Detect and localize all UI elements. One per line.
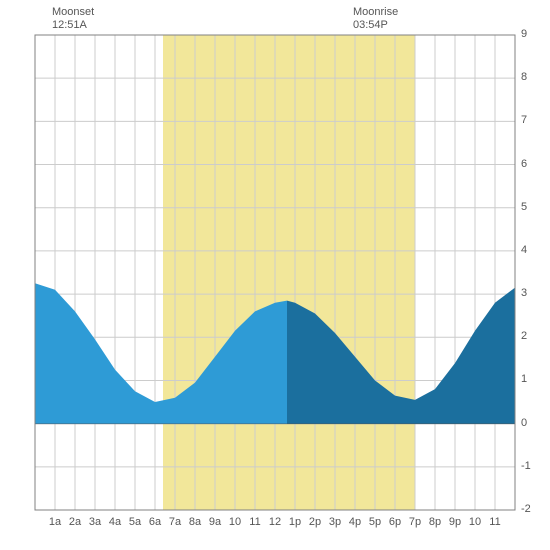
moonset-title: Moonset bbox=[52, 6, 94, 19]
x-tick-label: 3a bbox=[89, 516, 101, 528]
x-tick-label: 2a bbox=[69, 516, 81, 528]
y-tick-label: 1 bbox=[521, 373, 527, 385]
y-tick-label: 5 bbox=[521, 201, 527, 213]
x-tick-label: 1p bbox=[289, 516, 301, 528]
x-tick-label: 12 bbox=[269, 516, 281, 528]
y-tick-label: 4 bbox=[521, 244, 527, 256]
y-tick-label: 2 bbox=[521, 330, 527, 342]
x-tick-label: 4p bbox=[349, 516, 361, 528]
x-tick-label: 10 bbox=[469, 516, 481, 528]
y-tick-label: 8 bbox=[521, 71, 527, 83]
moonrise-annotation: Moonrise 03:54P bbox=[353, 6, 398, 32]
chart-svg bbox=[0, 0, 550, 550]
x-tick-label: 1a bbox=[49, 516, 61, 528]
x-tick-label: 7a bbox=[169, 516, 181, 528]
y-tick-label: 0 bbox=[521, 417, 527, 429]
tide-chart: Moonset 12:51A Moonrise 03:54P -2-101234… bbox=[0, 0, 550, 550]
moonset-annotation: Moonset 12:51A bbox=[52, 6, 94, 32]
x-tick-label: 6a bbox=[149, 516, 161, 528]
moonset-time: 12:51A bbox=[52, 19, 94, 32]
y-tick-label: 3 bbox=[521, 287, 527, 299]
y-tick-label: 6 bbox=[521, 158, 527, 170]
y-tick-label: 9 bbox=[521, 28, 527, 40]
x-tick-label: 6p bbox=[389, 516, 401, 528]
y-tick-label: 7 bbox=[521, 114, 527, 126]
y-tick-label: -2 bbox=[521, 503, 531, 515]
x-tick-label: 5a bbox=[129, 516, 141, 528]
x-tick-label: 4a bbox=[109, 516, 121, 528]
x-tick-label: 10 bbox=[229, 516, 241, 528]
x-tick-label: 5p bbox=[369, 516, 381, 528]
x-tick-label: 3p bbox=[329, 516, 341, 528]
x-tick-label: 9p bbox=[449, 516, 461, 528]
x-tick-label: 8a bbox=[189, 516, 201, 528]
moonrise-time: 03:54P bbox=[353, 19, 398, 32]
x-tick-label: 11 bbox=[489, 516, 500, 528]
y-tick-label: -1 bbox=[521, 460, 531, 472]
x-tick-label: 7p bbox=[409, 516, 421, 528]
x-tick-label: 11 bbox=[249, 516, 260, 528]
x-tick-label: 9a bbox=[209, 516, 221, 528]
moonrise-title: Moonrise bbox=[353, 6, 398, 19]
x-tick-label: 2p bbox=[309, 516, 321, 528]
x-tick-label: 8p bbox=[429, 516, 441, 528]
